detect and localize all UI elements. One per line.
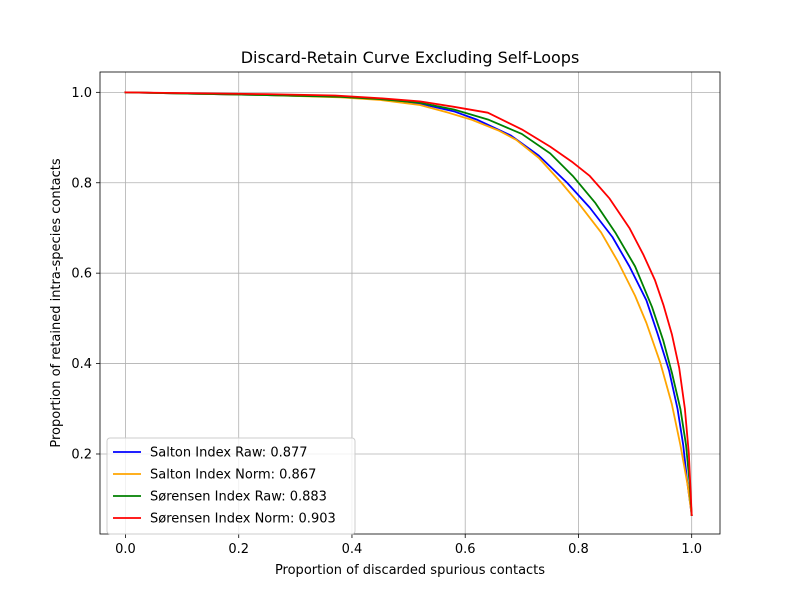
x-tick-label: 0.8 xyxy=(568,542,589,557)
plot-frame xyxy=(99,71,721,535)
y-axis-title: Proportion of retained intra-species con… xyxy=(49,158,64,448)
x-tick-label: 1.0 xyxy=(681,542,702,557)
x-tick-label: 0.0 xyxy=(115,542,136,557)
series-line-3 xyxy=(124,91,693,516)
y-tick-label: 1.0 xyxy=(71,86,92,101)
x-tick-label: 0.2 xyxy=(228,542,249,557)
legend-label-2: Salton Index Norm: 0.867 xyxy=(150,468,316,483)
series-line-4 xyxy=(124,91,693,516)
x-axis-title: Proportion of discarded spurious contact… xyxy=(275,563,545,578)
y-tick-label: 0.8 xyxy=(71,176,92,191)
legend-label-4: Sørensen Index Norm: 0.903 xyxy=(150,512,336,527)
chart-title: Discard-Retain Curve Excluding Self-Loop… xyxy=(241,48,580,67)
y-tick-label: 0.4 xyxy=(71,357,92,372)
tick-layer: 0.0 0.2 0.4 0.6 0.8 1.0 0.2 0.4 0.6 0.8 1.0 xyxy=(71,86,702,557)
x-tick-label: 0.4 xyxy=(342,542,363,557)
x-tick-label: 0.6 xyxy=(455,542,476,557)
y-tick-label: 0.2 xyxy=(71,447,92,462)
series-layer xyxy=(124,91,693,517)
legend-label-3: Sørensen Index Raw: 0.883 xyxy=(150,490,327,505)
legend: Salton Index Raw: 0.877 Salton Index Norm… xyxy=(106,437,356,535)
legend-box xyxy=(106,437,356,535)
y-tick-label: 0.6 xyxy=(71,267,92,282)
legend-label-1: Salton Index Raw: 0.877 xyxy=(150,446,308,461)
grid-layer xyxy=(100,72,720,534)
